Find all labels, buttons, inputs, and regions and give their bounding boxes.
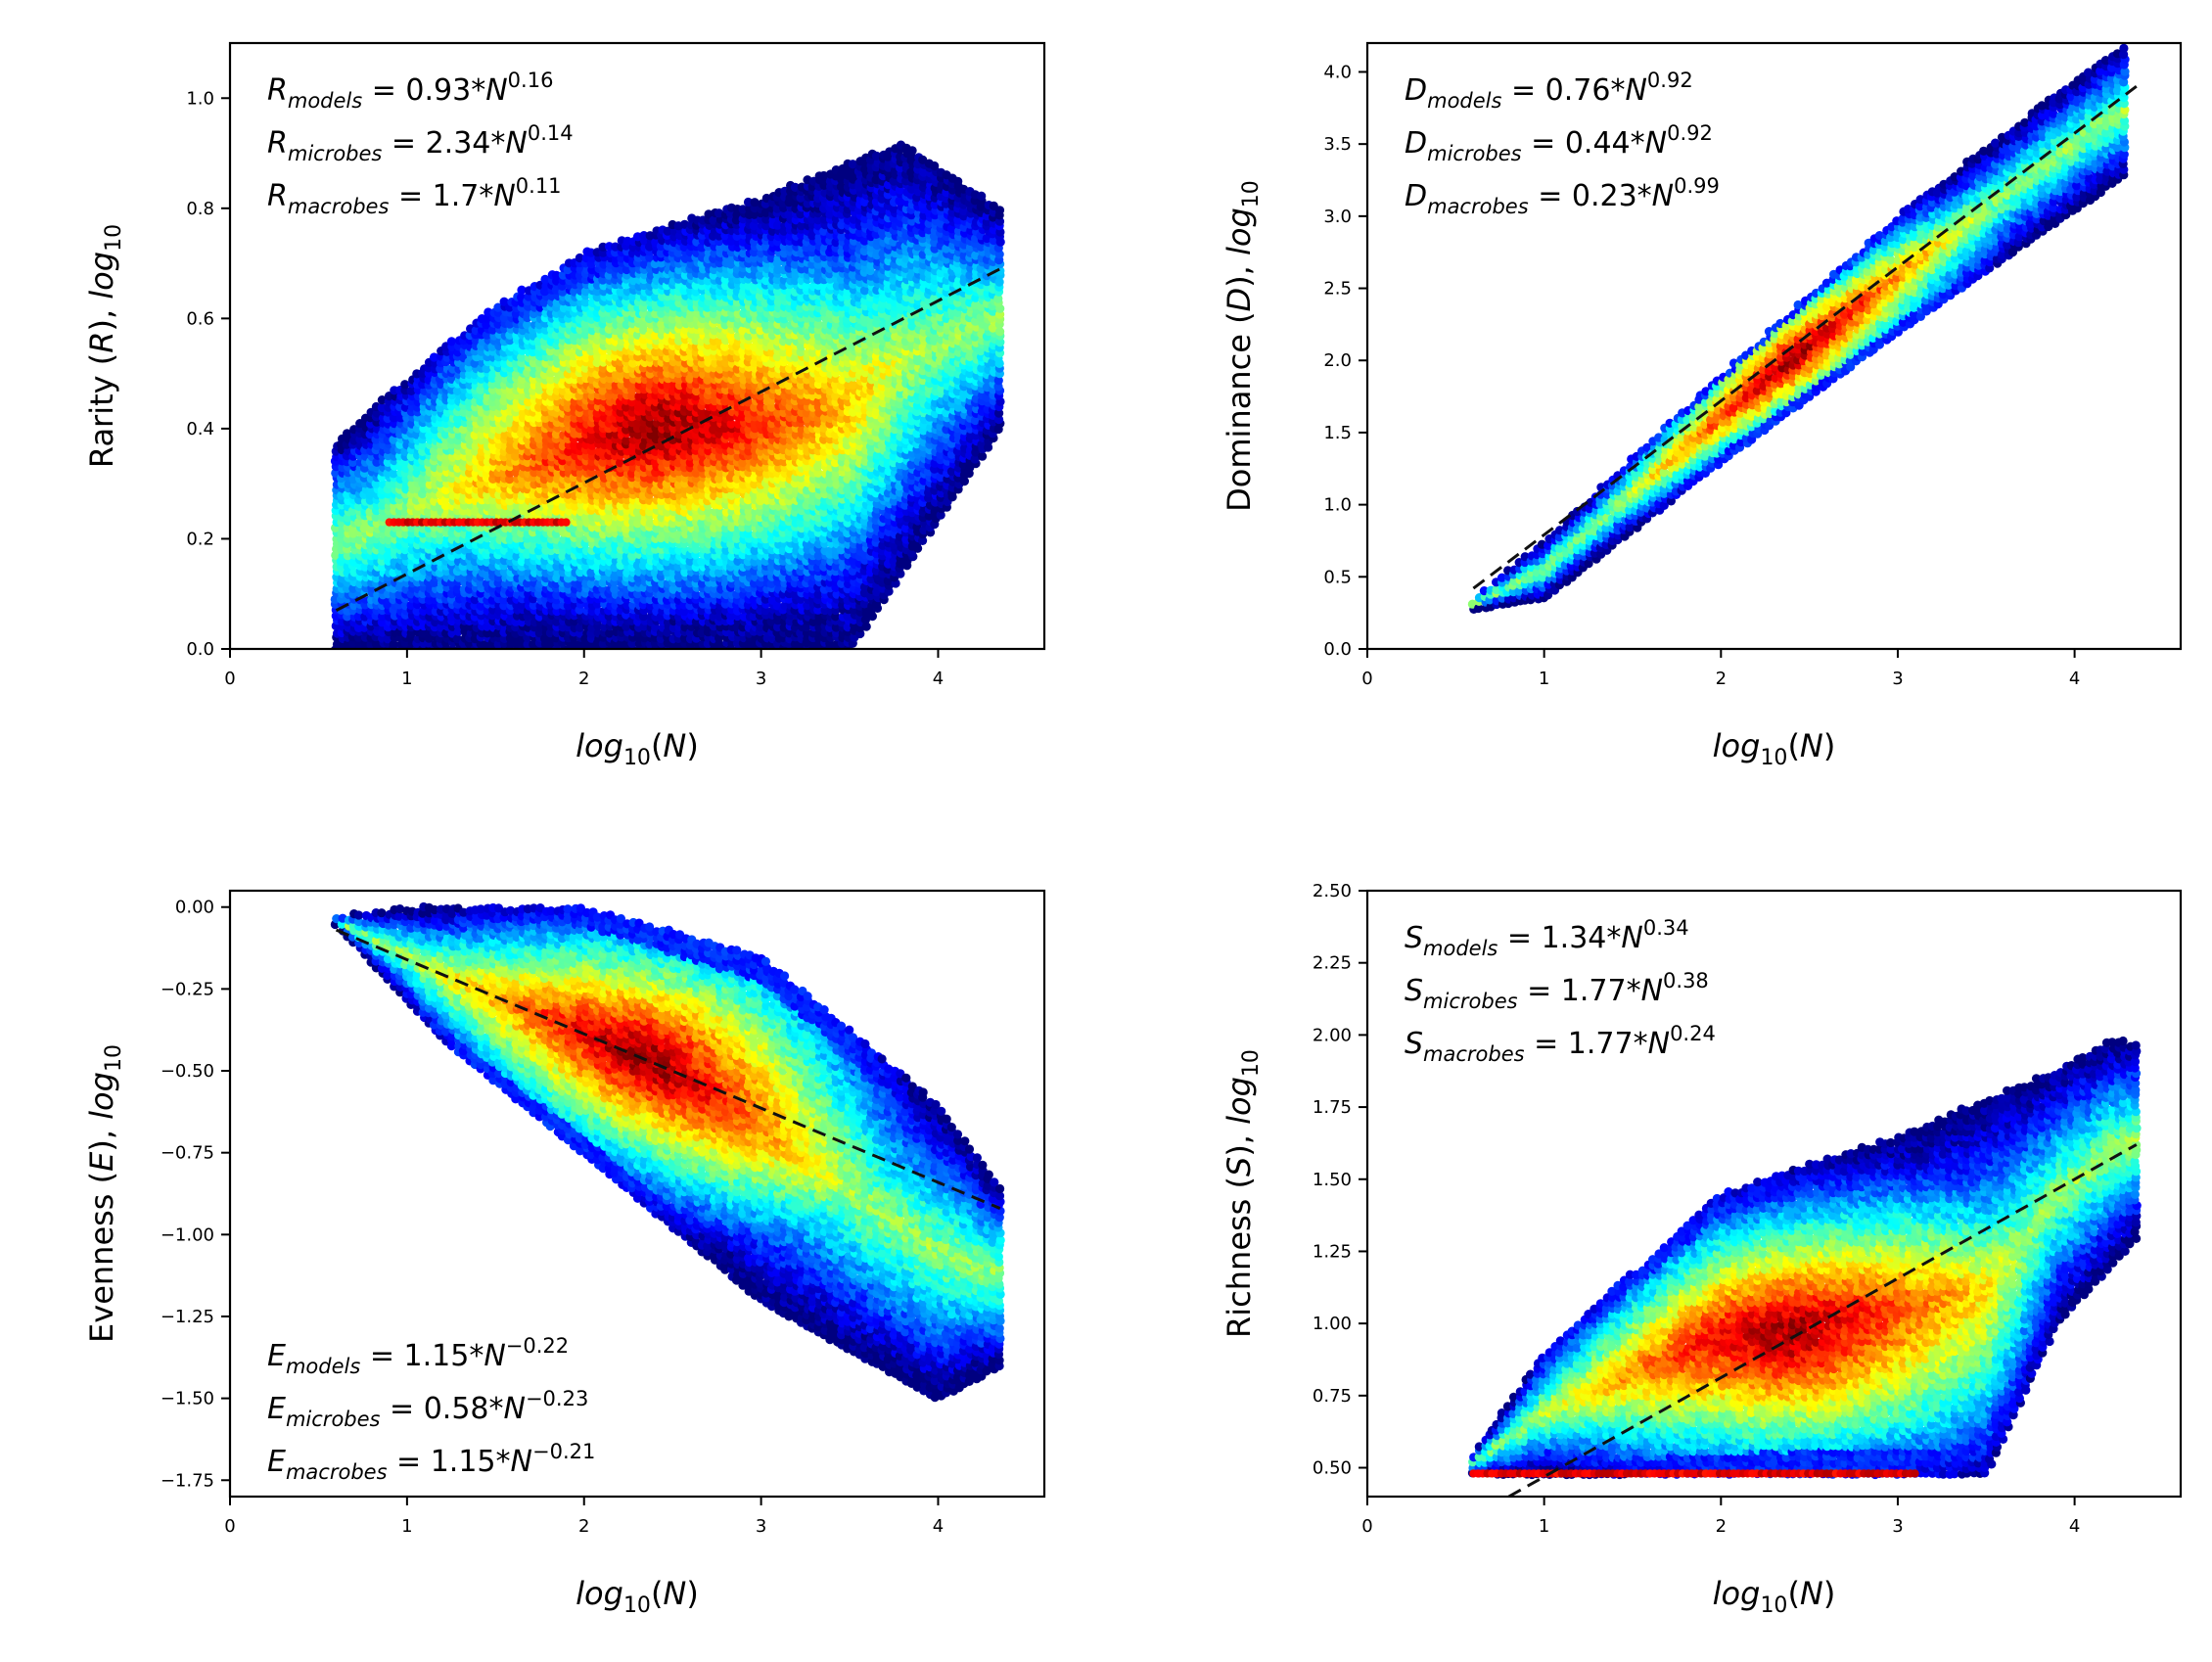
density-point	[458, 425, 468, 435]
density-point	[378, 612, 388, 622]
density-point	[552, 319, 562, 329]
density-point	[476, 601, 485, 611]
density-point	[406, 386, 416, 395]
density-point	[424, 633, 434, 643]
density-point	[353, 501, 364, 512]
density-point	[499, 567, 509, 577]
density-point	[505, 496, 515, 506]
density-point	[441, 628, 451, 638]
density-point	[343, 429, 352, 439]
density-point	[505, 391, 516, 400]
density-point	[384, 534, 393, 545]
density-point	[499, 297, 509, 306]
density-point	[540, 274, 550, 284]
density-point	[482, 540, 491, 550]
density-point	[418, 628, 428, 638]
density-point	[389, 435, 398, 444]
density-point	[464, 397, 474, 407]
density-point	[435, 534, 445, 545]
density-point	[389, 469, 398, 479]
density-point	[476, 578, 485, 588]
density-point	[529, 358, 538, 368]
density-point	[371, 639, 381, 649]
density-point	[529, 600, 538, 611]
density-point	[383, 634, 392, 644]
density-point	[452, 414, 463, 424]
density-point	[552, 590, 562, 600]
density-point	[505, 475, 515, 485]
density-point	[446, 337, 456, 346]
density-point	[440, 430, 450, 439]
density-point	[425, 431, 435, 440]
density-point	[452, 386, 462, 395]
density-point	[551, 270, 562, 280]
density-point	[424, 413, 434, 423]
density-point	[493, 302, 503, 312]
density-point	[546, 375, 556, 385]
density-point	[430, 425, 439, 435]
density-point	[465, 468, 475, 478]
density-point	[545, 562, 555, 573]
density-point	[400, 380, 410, 390]
density-point	[383, 551, 392, 561]
density-point	[533, 589, 544, 599]
density-point	[429, 352, 439, 362]
density-point	[371, 512, 381, 522]
density-point	[517, 352, 527, 362]
density-points	[330, 140, 1005, 649]
density-point	[552, 617, 562, 626]
density-point	[540, 413, 550, 423]
density-point	[412, 606, 422, 617]
density-point	[360, 562, 370, 572]
density-point	[530, 468, 539, 478]
density-point	[517, 285, 527, 295]
density-point	[476, 639, 485, 649]
density-point	[365, 490, 375, 500]
density-point	[465, 485, 475, 494]
density-point	[482, 364, 491, 374]
density-point	[389, 639, 398, 649]
density-point	[452, 584, 462, 594]
density-point	[547, 440, 557, 450]
density-point	[523, 457, 532, 467]
